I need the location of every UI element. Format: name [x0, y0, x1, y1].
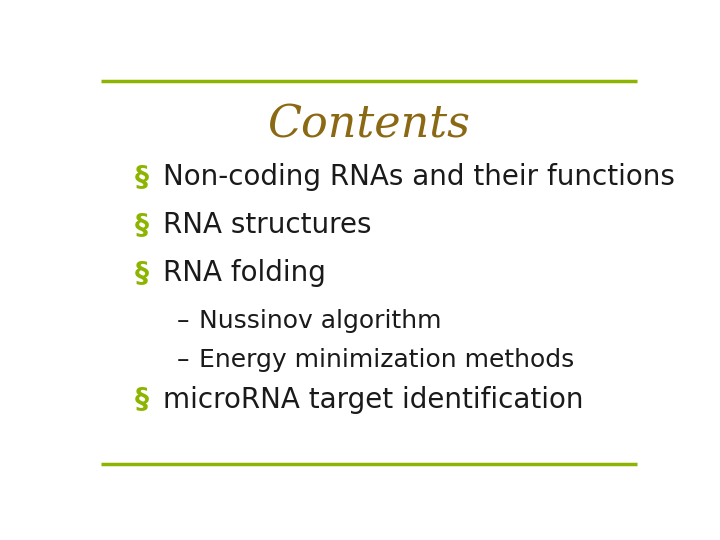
Text: RNA folding: RNA folding — [163, 259, 325, 287]
Text: Non-coding RNAs and their functions: Non-coding RNAs and their functions — [163, 163, 675, 191]
Text: §: § — [135, 259, 148, 287]
Text: microRNA target identification: microRNA target identification — [163, 386, 583, 414]
Text: Contents: Contents — [268, 104, 470, 147]
Text: –: – — [176, 348, 189, 372]
Text: Energy minimization methods: Energy minimization methods — [199, 348, 574, 372]
Text: §: § — [135, 163, 148, 191]
Text: Nussinov algorithm: Nussinov algorithm — [199, 308, 441, 333]
Text: §: § — [135, 211, 148, 239]
Text: RNA structures: RNA structures — [163, 211, 371, 239]
Text: §: § — [135, 386, 148, 414]
Text: –: – — [176, 308, 189, 333]
